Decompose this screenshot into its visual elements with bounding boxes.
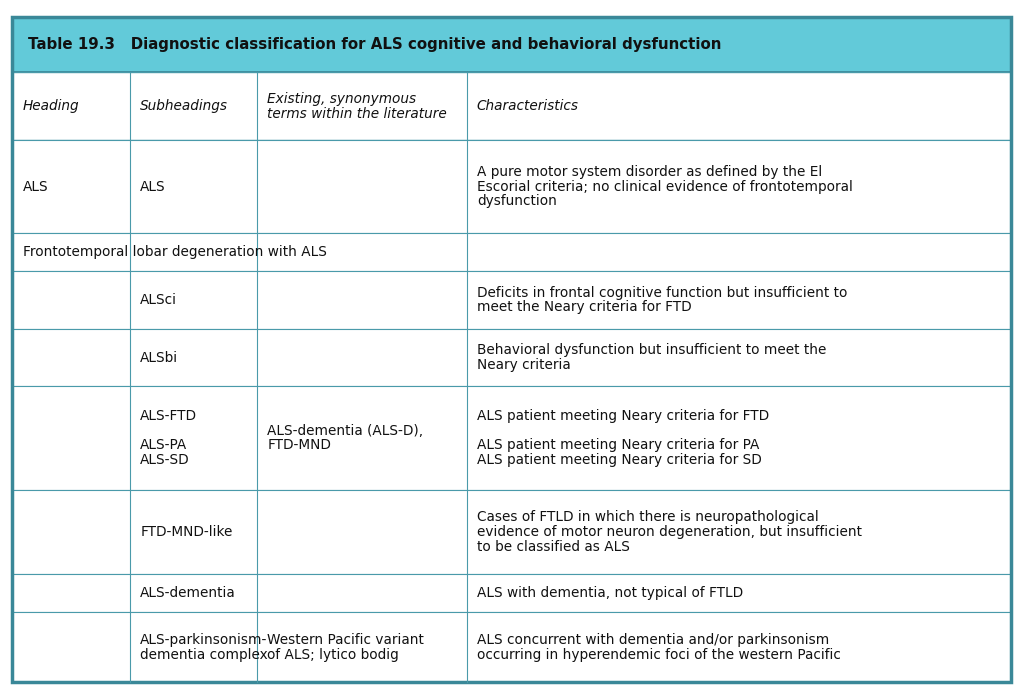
Text: ALS-PA: ALS-PA	[140, 439, 187, 452]
Bar	[12, 72, 1011, 140]
Text: Characteristics: Characteristics	[477, 99, 579, 113]
Text: Table 19.3   Diagnostic classification for ALS cognitive and behavioral dysfunct: Table 19.3 Diagnostic classification for…	[28, 37, 721, 52]
Text: ALS-dementia (ALS-D),: ALS-dementia (ALS-D),	[267, 424, 424, 438]
Text: ALSbi: ALSbi	[140, 350, 178, 364]
Text: Western Pacific variant: Western Pacific variant	[267, 633, 424, 647]
Text: Neary criteria: Neary criteria	[477, 358, 571, 372]
Text: ALS-dementia: ALS-dementia	[140, 586, 236, 600]
Text: Frontotemporal lobar degeneration with ALS: Frontotemporal lobar degeneration with A…	[23, 245, 326, 259]
Text: Deficits in frontal cognitive function but insufficient to: Deficits in frontal cognitive function b…	[477, 286, 847, 300]
Text: Escorial criteria; no clinical evidence of frontotemporal: Escorial criteria; no clinical evidence …	[477, 179, 853, 194]
Text: Existing, synonymous: Existing, synonymous	[267, 92, 416, 106]
Text: evidence of motor neuron degeneration, but insufficient: evidence of motor neuron degeneration, b…	[477, 525, 861, 539]
Bar	[12, 612, 1011, 682]
Text: ALS-FTD: ALS-FTD	[140, 409, 197, 423]
Text: ALS patient meeting Neary criteria for FTD: ALS patient meeting Neary criteria for F…	[477, 409, 769, 423]
Bar	[12, 574, 1011, 612]
Bar	[12, 140, 1011, 233]
Text: FTD-MND-like: FTD-MND-like	[140, 525, 232, 539]
Text: ALS concurrent with dementia and/or parkinsonism: ALS concurrent with dementia and/or park…	[477, 633, 829, 647]
Text: ALSci: ALSci	[140, 293, 177, 307]
Text: meet the Neary criteria for FTD: meet the Neary criteria for FTD	[477, 300, 692, 314]
Text: ALS-parkinsonism-: ALS-parkinsonism-	[140, 633, 268, 647]
Text: Cases of FTLD in which there is neuropathological: Cases of FTLD in which there is neuropat…	[477, 510, 818, 524]
Text: ALS-SD: ALS-SD	[140, 453, 190, 467]
Text: Heading: Heading	[23, 99, 79, 113]
Text: Subheadings: Subheadings	[140, 99, 228, 113]
Bar	[12, 271, 1011, 329]
Bar	[12, 233, 1011, 271]
Text: FTD-MND: FTD-MND	[267, 439, 331, 452]
Text: ALS with dementia, not typical of FTLD: ALS with dementia, not typical of FTLD	[477, 586, 743, 600]
Bar	[12, 17, 1011, 72]
Text: A pure motor system disorder as defined by the El: A pure motor system disorder as defined …	[477, 165, 822, 179]
Text: Behavioral dysfunction but insufficient to meet the: Behavioral dysfunction but insufficient …	[477, 343, 827, 357]
Text: of ALS; lytico bodig: of ALS; lytico bodig	[267, 648, 399, 662]
Bar	[12, 490, 1011, 574]
Text: ALS patient meeting Neary criteria for SD: ALS patient meeting Neary criteria for S…	[477, 453, 761, 467]
Bar	[12, 329, 1011, 386]
Text: dysfunction: dysfunction	[477, 194, 557, 208]
Text: terms within the literature: terms within the literature	[267, 107, 447, 121]
Text: ALS: ALS	[140, 179, 166, 194]
Text: ALS patient meeting Neary criteria for PA: ALS patient meeting Neary criteria for P…	[477, 439, 759, 452]
Bar	[12, 386, 1011, 490]
Text: occurring in hyperendemic foci of the western Pacific: occurring in hyperendemic foci of the we…	[477, 648, 841, 662]
Text: ALS: ALS	[23, 179, 48, 194]
Text: to be classified as ALS: to be classified as ALS	[477, 539, 630, 553]
Text: dementia complex: dementia complex	[140, 648, 268, 662]
